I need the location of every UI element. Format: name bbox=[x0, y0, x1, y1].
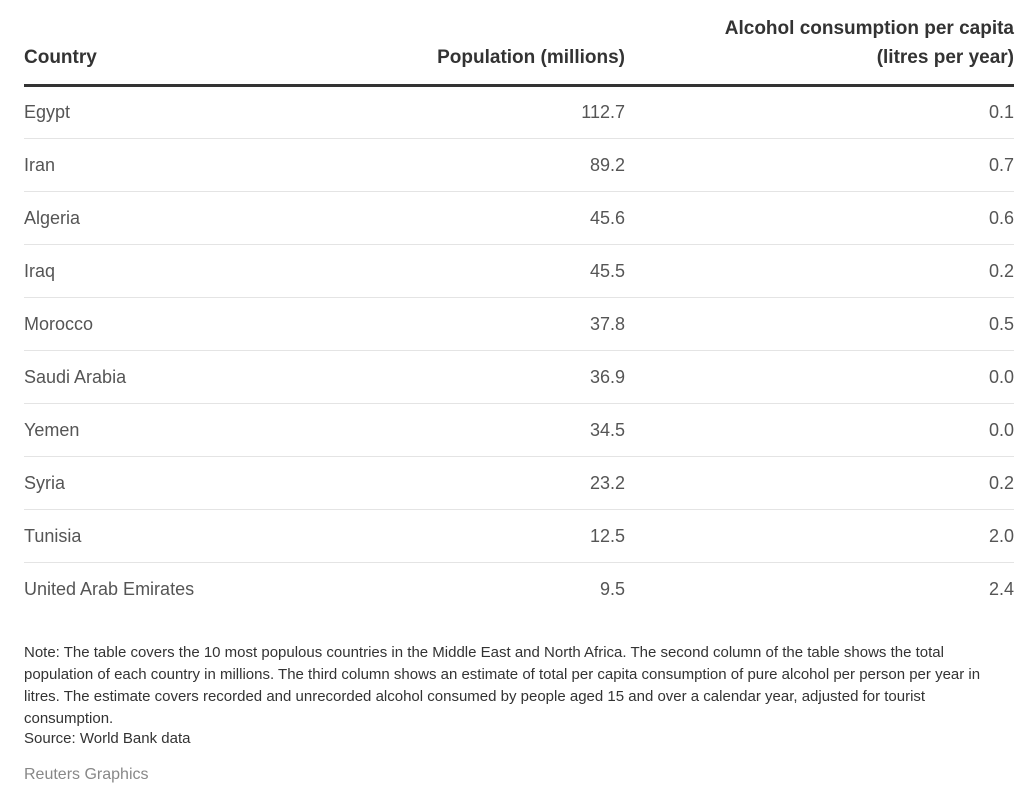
cell-country: Tunisia bbox=[24, 526, 82, 546]
column-header-alcohol-line1: Alcohol consumption per capita bbox=[724, 18, 1014, 39]
table-row: Iraq 45.5 0.2 bbox=[24, 245, 1014, 298]
table-body: Egypt 112.7 0.1 Iran 89.2 0.7 Algeria 45.6 0.6 Ir… bbox=[24, 86, 1014, 616]
cell-country: Egypt bbox=[24, 102, 71, 122]
cell-alcohol: 0.0 bbox=[988, 367, 1014, 387]
table-row: Iran 89.2 0.7 bbox=[24, 139, 1014, 192]
cell-alcohol: 0.2 bbox=[988, 473, 1014, 493]
table-row: Algeria 45.6 0.6 bbox=[24, 192, 1014, 245]
cell-alcohol: 0.7 bbox=[988, 155, 1014, 175]
column-header-country: Country bbox=[24, 47, 97, 68]
cell-alcohol: 2.0 bbox=[988, 526, 1014, 546]
cell-country: United Arab Emirates bbox=[24, 579, 195, 599]
cell-alcohol: 0.0 bbox=[988, 420, 1014, 440]
footnote: Note: The table covers the 10 most popul… bbox=[24, 644, 981, 727]
cell-population: 45.6 bbox=[589, 208, 625, 228]
cell-population: 112.7 bbox=[581, 102, 625, 122]
cell-alcohol: 2.4 bbox=[988, 579, 1014, 599]
table-row: Morocco 37.8 0.5 bbox=[24, 298, 1014, 351]
cell-population: 45.5 bbox=[589, 261, 625, 281]
table-header: Country Population (millions) Alcohol co… bbox=[24, 14, 1014, 87]
cell-population: 36.9 bbox=[589, 367, 625, 387]
column-header-population: Population (millions) bbox=[437, 47, 625, 68]
cell-country: Yemen bbox=[24, 420, 80, 440]
table-row: Syria 23.2 0.2 bbox=[24, 457, 1014, 510]
cell-country: Syria bbox=[24, 473, 66, 493]
cell-population: 37.8 bbox=[589, 314, 625, 334]
cell-population: 12.5 bbox=[589, 526, 625, 546]
cell-country: Morocco bbox=[24, 314, 94, 334]
table-row: Yemen 34.5 0.0 bbox=[24, 404, 1014, 457]
column-header-alcohol-line2: (litres per year) bbox=[876, 47, 1014, 68]
cell-population: 34.5 bbox=[589, 420, 625, 440]
column-header-alcohol: Alcohol consumption per capita (litres p… bbox=[725, 14, 1014, 72]
table-row: Tunisia 12.5 2.0 bbox=[24, 510, 1014, 563]
cell-alcohol: 0.2 bbox=[988, 261, 1014, 281]
cell-alcohol: 0.6 bbox=[988, 208, 1014, 228]
table-row: Saudi Arabia 36.9 0.0 bbox=[24, 351, 1014, 404]
cell-population: 9.5 bbox=[599, 579, 625, 599]
cell-country: Iraq bbox=[24, 261, 56, 281]
cell-population: 89.2 bbox=[589, 155, 625, 175]
cell-alcohol: 0.5 bbox=[988, 314, 1014, 334]
cell-alcohol: 0.1 bbox=[988, 102, 1014, 122]
credit-line: Reuters Graphics bbox=[24, 766, 149, 783]
table-row: Egypt 112.7 0.1 bbox=[24, 86, 1014, 139]
cell-country: Iran bbox=[24, 155, 56, 175]
cell-country: Algeria bbox=[24, 208, 81, 228]
cell-population: 23.2 bbox=[589, 473, 625, 493]
cell-country: Saudi Arabia bbox=[24, 367, 127, 387]
source-line: Source: World Bank data bbox=[24, 730, 191, 747]
table-row: United Arab Emirates 9.5 2.4 bbox=[24, 563, 1014, 616]
